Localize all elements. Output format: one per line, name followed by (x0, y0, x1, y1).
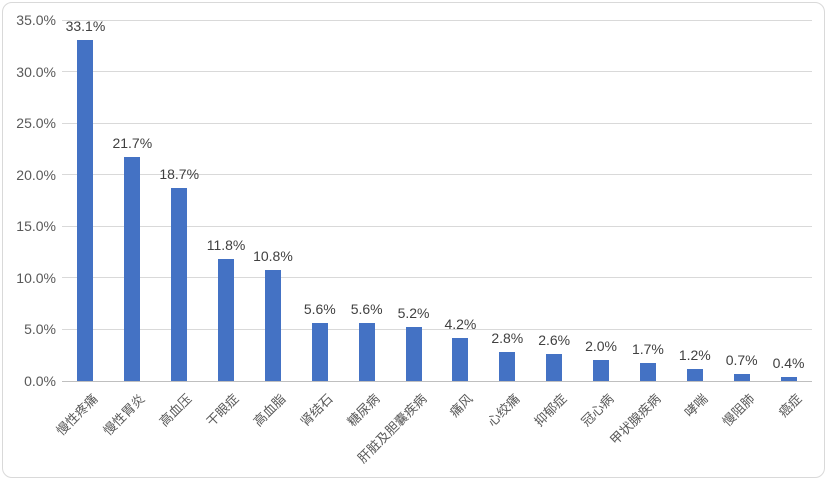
bar (171, 188, 188, 381)
category-label: 哮喘 (681, 391, 711, 421)
bar (452, 337, 469, 381)
bar (499, 352, 516, 381)
y-axis-tick-label: 15.0% (16, 218, 56, 235)
bar-value-label: 11.8% (206, 237, 246, 254)
y-axis-tick-label: 5.0% (24, 321, 56, 338)
bar-value-label: 5.2% (397, 305, 430, 322)
bar-value-label: 0.4% (772, 354, 805, 371)
bar-value-label: 33.1% (65, 17, 106, 34)
category-label: 癌症 (775, 391, 805, 421)
bar-value-label: 10.8% (253, 247, 293, 264)
category-label: 痛风 (447, 391, 477, 421)
gridline (62, 174, 812, 176)
bar-value-label: 1.2% (678, 346, 711, 363)
bar (218, 259, 235, 381)
bar (124, 157, 141, 381)
gridline (62, 122, 812, 124)
category-label: 糖尿病 (344, 391, 383, 430)
y-axis-tick-label: 10.0% (16, 269, 56, 286)
bar (358, 323, 375, 381)
category-label: 慢性疼痛 (53, 391, 102, 439)
bar (546, 354, 563, 381)
bar-value-label: 5.6% (303, 301, 336, 318)
bar (311, 323, 328, 381)
gridline (62, 71, 812, 73)
bar-value-label: 4.2% (444, 315, 477, 332)
bar (780, 376, 797, 381)
category-label: 高血脂 (250, 391, 289, 430)
category-label: 高血压 (156, 391, 195, 430)
gridline (62, 225, 812, 227)
bar (264, 269, 281, 381)
bar-value-label: 2.8% (491, 330, 524, 347)
bar (77, 39, 94, 381)
gridline (62, 277, 812, 279)
bar-value-label: 0.7% (725, 351, 758, 368)
category-label: 干眼症 (203, 391, 242, 430)
y-axis-tick-label: 0.0% (24, 373, 56, 389)
gridline (62, 328, 812, 330)
bar (405, 327, 422, 381)
category-label: 抑郁症 (531, 391, 570, 430)
x-axis-line (62, 380, 812, 382)
y-axis-tick-label: 35.0% (16, 12, 56, 28)
category-label: 冠心病 (578, 391, 617, 430)
bar (686, 368, 703, 381)
bar-value-label: 21.7% (112, 135, 153, 152)
category-label: 肾结石 (297, 391, 336, 430)
y-axis-tick-label: 30.0% (16, 63, 56, 80)
bar-value-label: 5.6% (350, 301, 383, 318)
bar-value-label: 2.0% (585, 338, 618, 355)
bar (733, 373, 750, 381)
bar (593, 360, 610, 381)
gridline (62, 19, 812, 21)
bar (639, 363, 656, 381)
bar-value-label: 2.6% (538, 332, 571, 349)
bar-value-label: 1.7% (631, 341, 664, 358)
category-label: 慢阻肺 (719, 391, 758, 430)
y-axis-tick-label: 25.0% (16, 115, 56, 132)
category-label: 心绞痛 (484, 391, 523, 430)
category-label: 慢性胃炎 (100, 391, 148, 439)
y-axis-tick-label: 20.0% (16, 166, 56, 183)
bar-value-label: 18.7% (159, 166, 200, 183)
